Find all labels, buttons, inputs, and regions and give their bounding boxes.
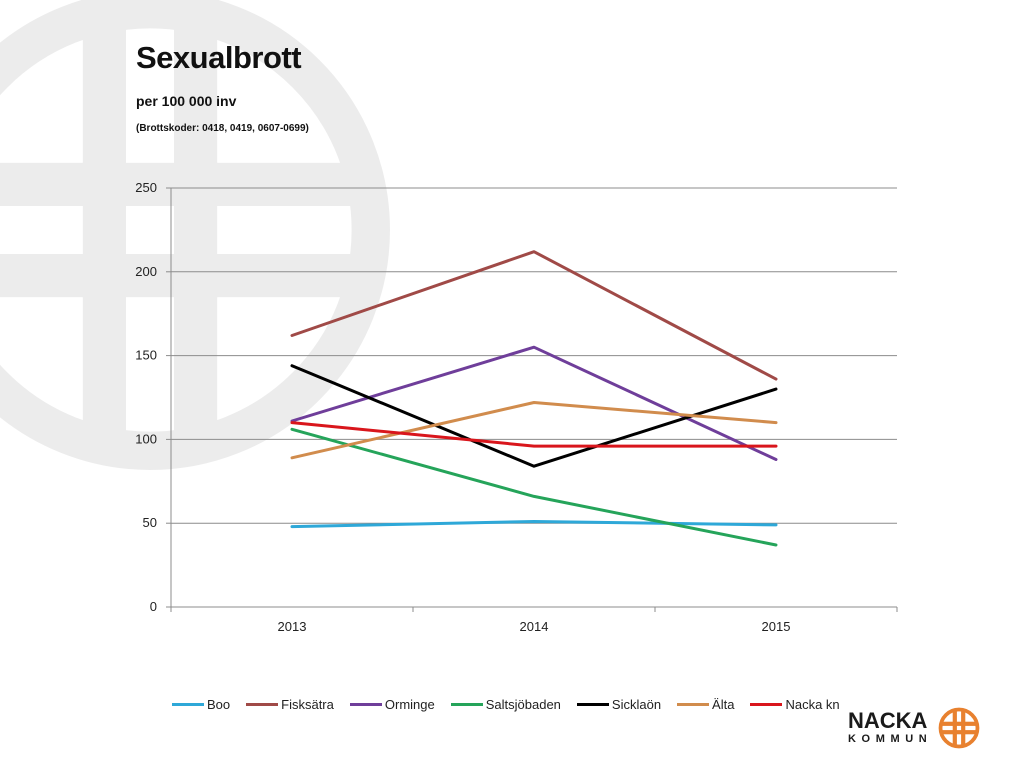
crime-codes-note: (Brottskoder: 0418, 0419, 0607-0699) — [136, 123, 309, 134]
logo-name: NACKA — [848, 708, 928, 733]
chart-gridlines — [171, 187, 897, 524]
legend-swatch — [677, 703, 710, 706]
y-tick-label: 100 — [135, 431, 157, 446]
x-tick-label: 2014 — [520, 619, 549, 634]
chart-legend: Boo Fisksätra Orminge Saltsjöbaden Sicklaön Ä… — [172, 697, 856, 712]
legend-swatch — [246, 703, 279, 706]
legend-swatch — [172, 703, 204, 706]
x-tick-label: 2013 — [278, 619, 307, 634]
series-line-orminge — [290, 345, 778, 461]
slide-subtitle: per 100 000 inv — [136, 93, 237, 109]
legend-label: Nacka kn — [785, 697, 840, 712]
series-line-nacka-kn — [290, 421, 778, 448]
legend-swatch — [576, 703, 609, 706]
logo-subtext: KOMMUN — [848, 733, 933, 745]
series-line--lta — [290, 401, 778, 460]
y-tick-label: 50 — [143, 515, 157, 530]
legend-item: Nacka kn — [750, 697, 840, 712]
x-axis-tick-labels: 2013 2014 2015 — [278, 619, 791, 634]
legend-label: Fisksätra — [281, 697, 334, 712]
legend-label: Sicklaön — [611, 697, 662, 712]
slide-title: Sexualbrott — [136, 40, 302, 75]
legend-item: Boo — [172, 697, 230, 712]
chart-axes — [166, 187, 898, 612]
line-chart: 0 50 100 150 200 250 2013 2014 2015 — [135, 180, 898, 634]
legend-item: Fisksätra — [246, 697, 334, 712]
y-tick-label: 150 — [135, 348, 157, 363]
legend-label: Boo — [207, 697, 231, 712]
legend-label: Saltsjöbaden — [485, 697, 561, 712]
y-tick-label: 250 — [135, 180, 157, 195]
series-line-fisks-tra — [290, 250, 778, 381]
legend-item: Sicklaön — [576, 697, 662, 712]
legend-swatch — [450, 703, 483, 706]
legend-label: Orminge — [384, 697, 435, 712]
y-tick-label: 200 — [135, 264, 157, 279]
series-line-boo — [290, 520, 778, 529]
legend-swatch — [750, 703, 783, 706]
y-tick-label: 0 — [150, 599, 157, 614]
legend-item: Älta — [677, 697, 734, 712]
series-line-saltsj-baden — [290, 427, 778, 547]
x-tick-label: 2015 — [762, 619, 791, 634]
y-axis-tick-labels: 0 50 100 150 200 250 — [135, 180, 157, 614]
legend-label: Älta — [712, 697, 735, 712]
legend-item: Orminge — [349, 697, 435, 712]
logo-wordmark: NACKA KOMMUN — [848, 710, 932, 746]
chart-series — [290, 250, 778, 547]
legend-item: Saltsjöbaden — [450, 697, 561, 712]
logo-emblem-icon — [938, 707, 980, 749]
nacka-watermark-logo — [0, 0, 390, 470]
legend-swatch — [349, 703, 382, 706]
nacka-kommun-logo: NACKA KOMMUN — [848, 707, 980, 749]
